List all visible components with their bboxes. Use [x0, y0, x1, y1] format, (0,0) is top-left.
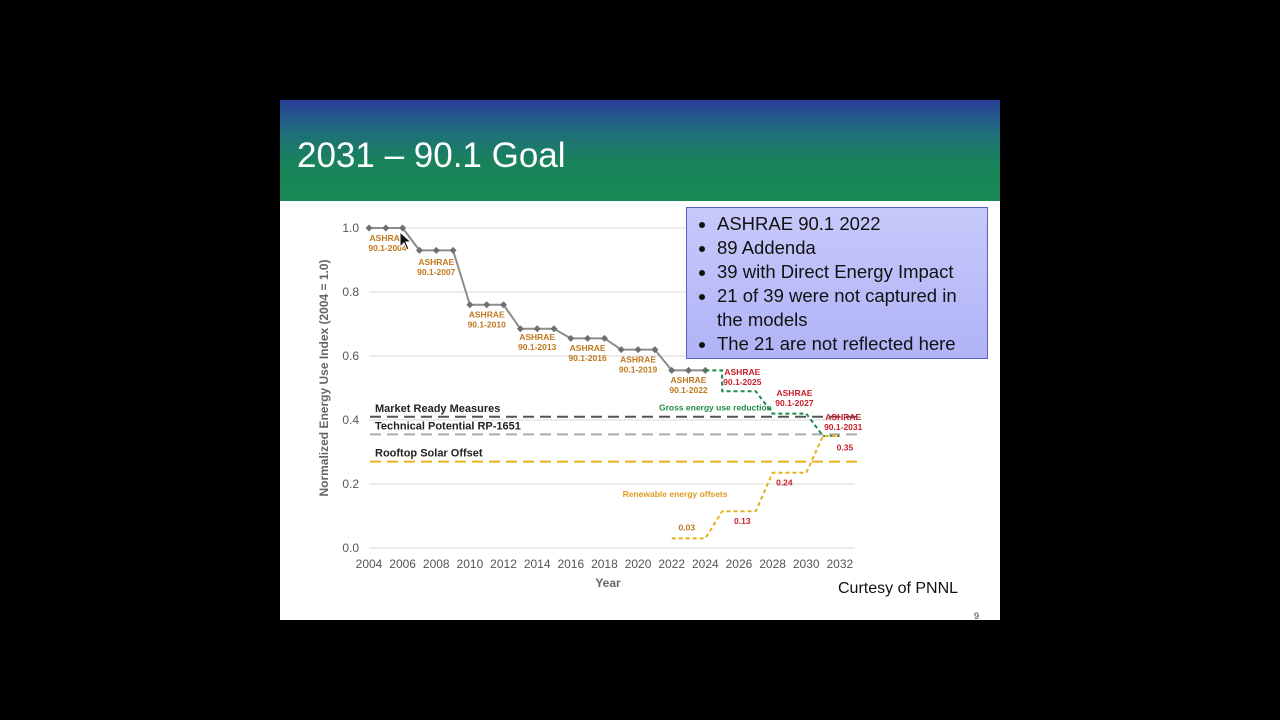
data-label: ASHRAE 90.1-2010 — [468, 310, 507, 330]
x-tick-label: 2004 — [356, 557, 383, 571]
data-label: ASHRAE 90.1-2027 — [775, 388, 814, 408]
slide-title: 2031 – 90.1 Goal — [297, 136, 566, 175]
y-tick-label: 0.8 — [342, 285, 359, 299]
data-label: ASHRAE 90.1-2031 — [824, 412, 863, 432]
x-tick-label: 2028 — [759, 557, 786, 571]
data-point — [382, 224, 390, 232]
reference-line-label: Technical Potential RP-1651 — [375, 420, 521, 432]
data-label: 0.24 — [776, 478, 793, 488]
data-point — [550, 325, 558, 333]
mouse-cursor-icon — [399, 231, 413, 251]
data-label: Gross energy use reduction — [659, 402, 772, 412]
page-number: 9 — [974, 611, 980, 620]
callout-item: ASHRAE 90.1 2022 — [717, 212, 979, 236]
data-point — [432, 246, 440, 254]
callout-box: ASHRAE 90.1 2022 89 Addenda 39 with Dire… — [686, 207, 988, 359]
y-axis-label: Normalized Energy Use Index (2004 = 1.0) — [317, 259, 331, 496]
credit-text: Curtesy of PNNL — [838, 580, 959, 597]
x-tick-label: 2008 — [423, 557, 450, 571]
x-tick-label: 2022 — [658, 557, 685, 571]
data-point — [685, 366, 693, 374]
y-tick-label: 0.0 — [342, 541, 359, 555]
data-label: ASHRAE 90.1-2007 — [417, 257, 456, 277]
data-point — [415, 246, 423, 254]
data-point — [449, 246, 457, 254]
x-axis-label: Year — [595, 576, 621, 590]
y-tick-label: 0.6 — [342, 349, 359, 363]
data-point — [483, 301, 491, 309]
data-point — [701, 366, 709, 374]
slide-header: 2031 – 90.1 Goal — [280, 100, 1000, 201]
data-point — [399, 224, 407, 232]
data-label: ASHRAE 90.1-2004 — [368, 233, 407, 253]
data-point — [500, 301, 508, 309]
data-point — [651, 346, 659, 354]
y-tick-label: 1.0 — [342, 221, 359, 235]
data-point — [600, 334, 608, 342]
data-label: 0.13 — [734, 516, 751, 526]
data-point — [365, 224, 373, 232]
x-tick-label: 2032 — [827, 557, 854, 571]
data-point — [533, 325, 541, 333]
callout-item: 89 Addenda — [717, 236, 979, 260]
data-label: ASHRAE 90.1-2022 — [669, 375, 708, 395]
data-point — [466, 301, 474, 309]
x-tick-label: 2012 — [490, 557, 517, 571]
reference-line-label: Rooftop Solar Offset — [375, 448, 483, 460]
x-tick-label: 2026 — [726, 557, 753, 571]
data-point — [584, 334, 592, 342]
data-point — [634, 346, 642, 354]
reference-line-label: Market Ready Measures — [375, 403, 500, 415]
data-label: ASHRAE 90.1-2019 — [619, 354, 658, 374]
series-line — [671, 435, 840, 540]
x-tick-label: 2014 — [524, 557, 551, 571]
x-tick-label: 2018 — [591, 557, 618, 571]
x-tick-label: 2010 — [457, 557, 484, 571]
slide: 2031 – 90.1 Goal 0.0 0.2 0.4 0.6 0.8 1.0 2004 2… — [280, 100, 1000, 620]
x-tick-label: 2024 — [692, 557, 719, 571]
x-tick-label: 2020 — [625, 557, 652, 571]
series-line — [705, 369, 840, 437]
x-tick-label: 2030 — [793, 557, 820, 571]
callout-item: 39 with Direct Energy Impact — [717, 260, 979, 284]
chart: 0.0 0.2 0.4 0.6 0.8 1.0 2004 2006 2008 2010 2012 20… — [317, 221, 863, 590]
data-point — [617, 346, 625, 354]
callout-item: The 21 are not reflected here — [717, 332, 979, 356]
y-tick-label: 0.4 — [342, 413, 359, 427]
data-label: Renewable energy offsets — [623, 489, 728, 499]
data-label: 0.35 — [837, 442, 854, 452]
y-tick-label: 0.2 — [342, 477, 359, 491]
data-point — [516, 325, 524, 333]
data-label: ASHRAE 90.1-2016 — [568, 343, 607, 363]
callout-item: 21 of 39 were not captured in the models — [717, 284, 979, 332]
data-point — [567, 334, 575, 342]
data-label: 0.03 — [679, 522, 696, 532]
data-label: ASHRAE 90.1-2025 — [723, 367, 762, 387]
data-point — [668, 366, 676, 374]
x-tick-label: 2006 — [389, 557, 416, 571]
x-tick-label: 2016 — [557, 557, 584, 571]
data-label: ASHRAE 90.1-2013 — [518, 332, 557, 352]
